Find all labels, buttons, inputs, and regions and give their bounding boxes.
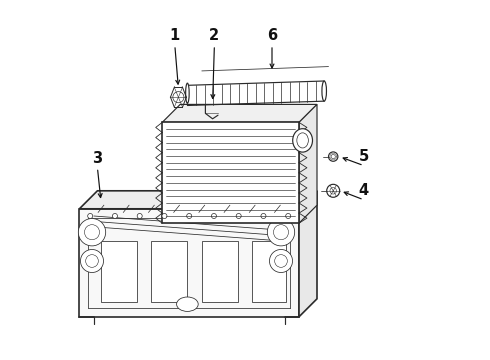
Ellipse shape [293, 129, 313, 152]
Text: 4: 4 [359, 183, 369, 198]
Ellipse shape [176, 297, 198, 311]
Circle shape [211, 213, 217, 219]
Text: 6: 6 [267, 28, 277, 44]
Circle shape [86, 255, 98, 267]
Polygon shape [299, 104, 317, 223]
Circle shape [84, 225, 99, 240]
Bar [202, 241, 238, 302]
Circle shape [273, 225, 289, 240]
Circle shape [80, 249, 103, 273]
Ellipse shape [297, 133, 308, 148]
Circle shape [268, 219, 294, 246]
Circle shape [162, 213, 167, 219]
Circle shape [112, 213, 118, 219]
Circle shape [331, 154, 335, 159]
Circle shape [270, 249, 293, 273]
Polygon shape [299, 191, 317, 317]
Ellipse shape [186, 83, 189, 103]
Circle shape [187, 213, 192, 219]
Ellipse shape [322, 81, 326, 101]
Polygon shape [162, 104, 317, 122]
Text: 5: 5 [359, 149, 369, 164]
Bar [151, 241, 187, 302]
Circle shape [286, 213, 291, 219]
Circle shape [330, 188, 337, 194]
Circle shape [261, 213, 266, 219]
Polygon shape [79, 191, 317, 209]
Polygon shape [79, 209, 299, 317]
Text: 2: 2 [209, 28, 220, 44]
Circle shape [236, 213, 241, 219]
Bar [101, 241, 137, 302]
Circle shape [78, 219, 106, 246]
Bar [252, 241, 286, 302]
Circle shape [88, 213, 93, 219]
Circle shape [173, 92, 184, 103]
Circle shape [137, 213, 142, 219]
Text: 3: 3 [92, 151, 102, 166]
Circle shape [275, 255, 287, 267]
Polygon shape [162, 122, 299, 223]
Circle shape [327, 184, 340, 197]
Text: 1: 1 [170, 28, 180, 44]
Circle shape [328, 152, 338, 161]
